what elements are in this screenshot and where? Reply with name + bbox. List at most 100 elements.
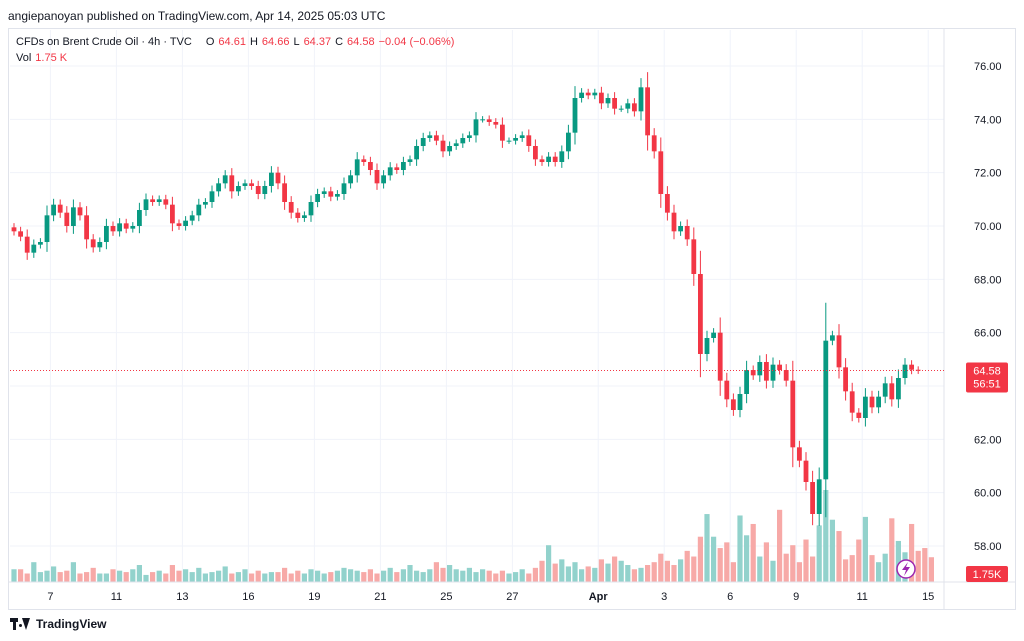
legend-price-row: CFDs on Brent Crude Oil · 4h · TVC O 64.6… bbox=[16, 34, 454, 50]
candle bbox=[513, 134, 518, 145]
candle bbox=[830, 330, 835, 346]
candle-body bbox=[896, 378, 901, 400]
candle bbox=[632, 98, 637, 117]
candle-body bbox=[625, 103, 631, 109]
candle bbox=[797, 440, 802, 468]
x-tick-label: 3 bbox=[661, 591, 667, 603]
candle-body bbox=[513, 138, 518, 141]
candle-body bbox=[176, 223, 182, 226]
volume-bar bbox=[856, 539, 862, 582]
candle bbox=[71, 199, 76, 234]
volume-bar bbox=[18, 569, 24, 582]
candle bbox=[453, 139, 459, 150]
candle bbox=[328, 186, 334, 202]
candle-body bbox=[843, 367, 848, 392]
lightning-icon[interactable] bbox=[896, 559, 916, 579]
candle bbox=[519, 131, 525, 142]
footer-brand[interactable]: TradingView bbox=[10, 617, 106, 631]
candle bbox=[612, 92, 617, 115]
candle bbox=[882, 376, 888, 404]
volume-bar bbox=[196, 567, 202, 582]
legend-volume-row: Vol 1.75 K bbox=[16, 50, 454, 66]
candle-body bbox=[150, 199, 155, 202]
candle-body bbox=[348, 175, 353, 184]
candle bbox=[843, 358, 848, 401]
legend-close-label: C bbox=[335, 36, 344, 48]
volume-bar bbox=[394, 572, 400, 582]
volume-bar bbox=[572, 562, 578, 582]
candle bbox=[618, 105, 624, 112]
candle-body bbox=[288, 202, 294, 213]
candle-body bbox=[420, 138, 426, 146]
candle-body bbox=[612, 98, 617, 109]
candle bbox=[486, 115, 492, 126]
candle-body bbox=[440, 140, 446, 152]
volume-bar bbox=[724, 542, 730, 582]
candle-body bbox=[453, 143, 459, 146]
candle-body bbox=[777, 364, 782, 370]
candle bbox=[480, 116, 485, 123]
candle bbox=[460, 133, 466, 148]
volume-bar bbox=[612, 556, 618, 582]
volume-bar bbox=[625, 565, 631, 582]
candle-body bbox=[189, 215, 195, 221]
candle bbox=[658, 137, 664, 208]
candle bbox=[447, 141, 452, 156]
candle-body bbox=[678, 226, 683, 232]
volume-bar bbox=[697, 536, 703, 582]
volume-bar bbox=[374, 573, 380, 582]
volume-bar bbox=[862, 516, 868, 582]
candle-body bbox=[651, 135, 657, 152]
candle-body bbox=[196, 204, 202, 216]
volume-bar bbox=[704, 514, 710, 582]
y-tick-label: 66.00 bbox=[974, 328, 1002, 340]
volume-bar bbox=[744, 535, 750, 582]
candle bbox=[38, 238, 43, 249]
candle bbox=[625, 98, 631, 114]
volume-bar bbox=[671, 565, 677, 582]
volume-bar bbox=[440, 567, 446, 582]
candle bbox=[57, 199, 63, 218]
candle-body bbox=[374, 170, 380, 184]
published-caption: angiepanoyan published on TradingView.co… bbox=[8, 9, 386, 23]
volume-bar bbox=[519, 569, 525, 582]
volume-bar bbox=[592, 567, 598, 582]
x-tick-label: Apr bbox=[589, 591, 609, 603]
y-tick-label: 74.00 bbox=[974, 114, 1002, 126]
candle-body bbox=[579, 92, 584, 98]
candle bbox=[698, 250, 703, 378]
candle-body bbox=[51, 204, 56, 216]
candle-body bbox=[552, 156, 558, 162]
volume-bar bbox=[84, 572, 90, 582]
candle-body bbox=[209, 191, 215, 202]
volume-bar bbox=[57, 572, 63, 582]
candle bbox=[863, 388, 868, 427]
candle-body bbox=[849, 391, 855, 413]
x-tick-label: 15 bbox=[922, 591, 934, 603]
volume-bar bbox=[427, 569, 433, 582]
candle bbox=[757, 355, 763, 382]
candle-body bbox=[143, 199, 149, 210]
legend-close-value: 64.58 bbox=[347, 36, 375, 48]
legend-vol-value: 1.75 K bbox=[35, 52, 68, 64]
candle-body bbox=[77, 207, 83, 216]
volume-bar bbox=[539, 560, 545, 582]
candle-body bbox=[262, 186, 268, 194]
volume-bar bbox=[678, 559, 684, 582]
volume-bar bbox=[216, 570, 222, 582]
candle-body bbox=[130, 226, 136, 229]
candle bbox=[750, 365, 756, 380]
candle-body bbox=[156, 199, 162, 202]
legend: CFDs on Brent Crude Oil · 4h · TVC O 64.6… bbox=[16, 34, 454, 66]
volume-bar bbox=[44, 570, 50, 582]
volume-bar bbox=[645, 565, 651, 582]
volume-bar bbox=[354, 570, 360, 582]
candle bbox=[552, 152, 558, 167]
legend-high-value: 64.66 bbox=[261, 36, 290, 48]
candle bbox=[684, 219, 690, 246]
candle-body bbox=[572, 98, 578, 133]
volume-bar bbox=[189, 572, 195, 582]
volume-bar bbox=[24, 573, 30, 582]
volume-bar bbox=[11, 569, 17, 582]
